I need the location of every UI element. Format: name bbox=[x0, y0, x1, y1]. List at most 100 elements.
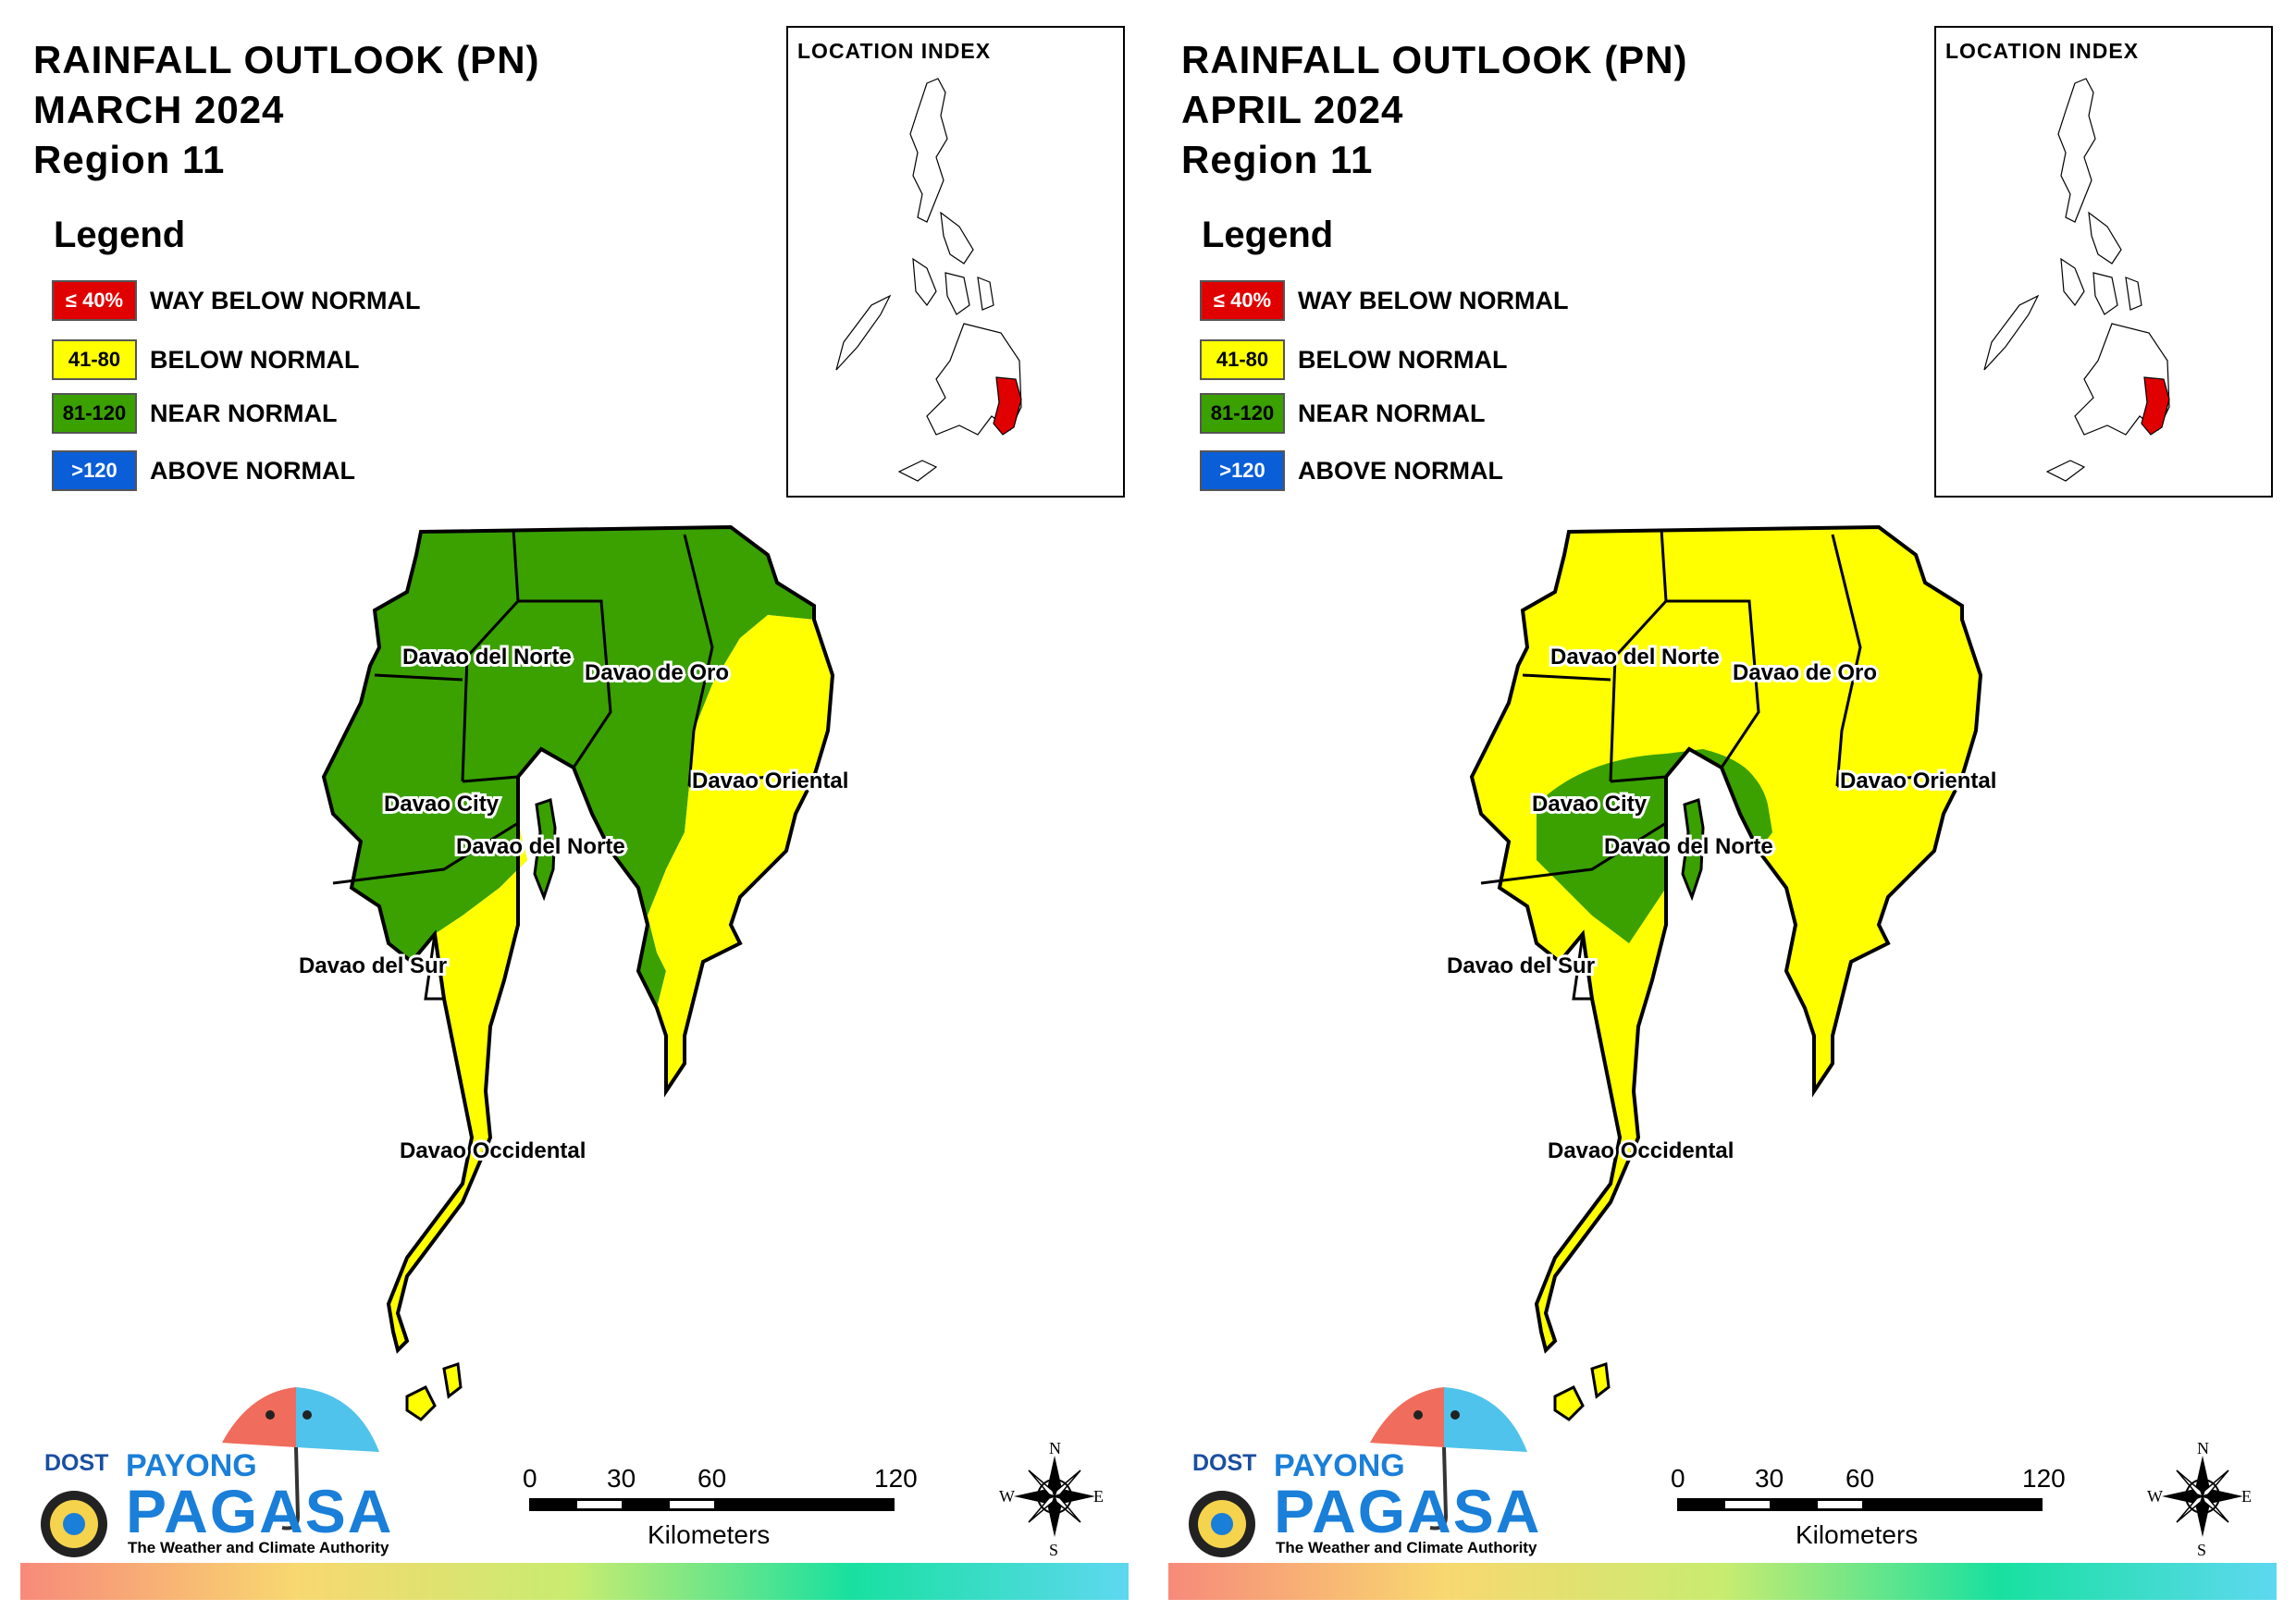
title-line-1: RAINFALL OUTLOOK (PN) bbox=[33, 38, 540, 81]
svg-text:S: S bbox=[2197, 1541, 2206, 1559]
philippines-map-icon bbox=[1983, 78, 2170, 482]
label-davao-city: Davao City bbox=[384, 792, 500, 817]
svg-text:S: S bbox=[1049, 1541, 1058, 1559]
label-davao-de-oro: Davao de Oro bbox=[585, 660, 729, 685]
scale-tick: 60 bbox=[1845, 1464, 1874, 1493]
scale-tick: 120 bbox=[2022, 1464, 2066, 1493]
footer-graphics: 0 30 60 120 N E S W bbox=[1189, 1387, 2252, 1559]
legend-swatch: 41-80 bbox=[1200, 339, 1285, 380]
title-region: Region 11 bbox=[33, 138, 226, 181]
map-title: RAINFALL OUTLOOK (PN) APRIL 2024 Region … bbox=[1181, 35, 1688, 185]
logo-tagline: The Weather and Climate Authority bbox=[128, 1539, 389, 1556]
legend-label: WAY BELOW NORMAL bbox=[1298, 286, 1569, 314]
legend-item-near: 81-120 NEAR NORMAL bbox=[52, 392, 338, 435]
svg-text:E: E bbox=[1093, 1487, 1104, 1506]
philippines-map-icon bbox=[835, 78, 1022, 482]
scale-tick: 0 bbox=[1671, 1464, 1685, 1493]
footer-graphics: 0 30 60 120 N E S W bbox=[41, 1387, 1104, 1559]
label-davao-del-norte: Davao del Norte bbox=[402, 645, 572, 670]
payong-umbrella-icon bbox=[222, 1387, 379, 1531]
label-davao-occidental: Davao Occidental bbox=[400, 1138, 586, 1163]
title-month: MARCH 2024 bbox=[33, 88, 285, 131]
label-davao-del-sur: Davao del Sur bbox=[299, 953, 447, 978]
svg-text:N: N bbox=[2197, 1439, 2209, 1457]
location-index-inset: LOCATION INDEX bbox=[1934, 26, 2273, 498]
region-below-normal-south bbox=[389, 823, 527, 1350]
region-near-normal-oro bbox=[1722, 758, 1772, 851]
svg-text:W: W bbox=[999, 1487, 1015, 1506]
location-index-inset: LOCATION INDEX bbox=[786, 26, 1125, 498]
location-index-title: LOCATION INDEX bbox=[797, 39, 992, 63]
payong-umbrella-icon bbox=[1370, 1387, 1527, 1531]
svg-text:E: E bbox=[2241, 1487, 2252, 1506]
title-region: Region 11 bbox=[1181, 138, 1374, 181]
color-ramp-bar bbox=[20, 1563, 1129, 1600]
legend-swatch: ≤ 40% bbox=[1200, 280, 1285, 321]
legend-swatch: >120 bbox=[1200, 450, 1285, 491]
legend-swatch: 81-120 bbox=[52, 393, 137, 434]
dost-logo-icon bbox=[41, 1491, 107, 1557]
scale-tick: 120 bbox=[874, 1464, 918, 1493]
compass-rose-icon: N E S W bbox=[999, 1439, 1104, 1559]
region-below-normal bbox=[1472, 527, 1981, 1350]
legend-swatch: 81-120 bbox=[1200, 393, 1285, 434]
scale-unit-label: Kilometers bbox=[1796, 1520, 1919, 1549]
legend-label: NEAR NORMAL bbox=[150, 399, 338, 427]
region-11-map: Davao del Norte Davao de Oro Davao Orien… bbox=[1444, 524, 1999, 1421]
legend-item-below: 41-80 BELOW NORMAL bbox=[1200, 338, 1507, 381]
location-index-title: LOCATION INDEX bbox=[1945, 39, 2140, 63]
balut-island bbox=[405, 1384, 437, 1421]
scale-bar: 0 30 60 120 bbox=[523, 1464, 918, 1511]
legend-label: NEAR NORMAL bbox=[1298, 399, 1486, 427]
balut-island bbox=[1553, 1384, 1585, 1421]
legend-item-way-below: ≤ 40% WAY BELOW NORMAL bbox=[1200, 279, 1569, 322]
legend-swatch: >120 bbox=[52, 450, 137, 491]
label-davao-occidental: Davao Occidental bbox=[1548, 1138, 1734, 1163]
legend-item-way-below: ≤ 40% WAY BELOW NORMAL bbox=[52, 279, 421, 322]
outlook-panel-march: RAINFALL OUTLOOK (PN) MARCH 2024 Region … bbox=[20, 26, 1129, 1600]
scale-tick: 0 bbox=[523, 1464, 537, 1493]
map-title: RAINFALL OUTLOOK (PN) MARCH 2024 Region … bbox=[33, 35, 540, 185]
legend-label: WAY BELOW NORMAL bbox=[150, 286, 421, 314]
logo-payong-text: PAYONG bbox=[1274, 1448, 1405, 1483]
compass-rose-icon: N E S W bbox=[2147, 1439, 2252, 1559]
region-near-normal bbox=[1537, 749, 1759, 943]
svg-text:N: N bbox=[1049, 1439, 1061, 1457]
region-11-map: Davao del Norte Davao de Oro Davao Orien… bbox=[296, 524, 851, 1421]
legend-item-below: 41-80 BELOW NORMAL bbox=[52, 338, 359, 381]
legend-item-near: 81-120 NEAR NORMAL bbox=[1200, 392, 1486, 435]
label-davao-del-sur: Davao del Sur bbox=[1447, 953, 1595, 978]
svg-text:W: W bbox=[2147, 1487, 2163, 1506]
logo-dost-text: DOST bbox=[44, 1450, 109, 1476]
outlook-panel-april: RAINFALL OUTLOOK (PN) APRIL 2024 Region … bbox=[1148, 0, 2296, 1623]
legend-label: BELOW NORMAL bbox=[150, 345, 360, 374]
label-davao-del-norte-samal: Davao del Norte bbox=[456, 834, 625, 859]
logo-payong-text: PAYONG bbox=[126, 1448, 257, 1483]
label-davao-de-oro: Davao de Oro bbox=[1733, 660, 1877, 685]
label-davao-del-norte: Davao del Norte bbox=[1550, 645, 1720, 670]
scale-tick: 30 bbox=[607, 1464, 636, 1493]
color-ramp-bar bbox=[1168, 1563, 2277, 1600]
legend-label: ABOVE NORMAL bbox=[150, 456, 355, 485]
legend-swatch: 41-80 bbox=[52, 339, 137, 380]
legend-item-above: >120 ABOVE NORMAL bbox=[1200, 449, 1503, 492]
legend-label: BELOW NORMAL bbox=[1298, 345, 1508, 374]
scale-tick: 60 bbox=[697, 1464, 726, 1493]
label-davao-oriental: Davao Oriental bbox=[1840, 768, 1996, 793]
dost-logo-icon bbox=[1189, 1491, 1255, 1557]
logo-pagasa-text: PAGASA bbox=[126, 1477, 394, 1545]
legend-item-above: >120 ABOVE NORMAL bbox=[52, 449, 355, 492]
scale-unit-label: Kilometers bbox=[648, 1520, 771, 1549]
logo-pagasa-text: PAGASA bbox=[1274, 1477, 1542, 1545]
samal-island bbox=[533, 798, 557, 902]
legend-label: ABOVE NORMAL bbox=[1298, 456, 1503, 485]
title-line-1: RAINFALL OUTLOOK (PN) bbox=[1181, 38, 1688, 81]
label-davao-oriental: Davao Oriental bbox=[692, 768, 848, 793]
label-davao-city: Davao City bbox=[1532, 792, 1648, 817]
sarangani-island bbox=[442, 1361, 463, 1399]
label-davao-del-norte-samal: Davao del Norte bbox=[1604, 834, 1773, 859]
logo-tagline: The Weather and Climate Authority bbox=[1276, 1539, 1537, 1556]
samal-island bbox=[1681, 798, 1705, 902]
legend-swatch: ≤ 40% bbox=[52, 280, 137, 321]
legend-title: Legend bbox=[1202, 215, 1334, 255]
